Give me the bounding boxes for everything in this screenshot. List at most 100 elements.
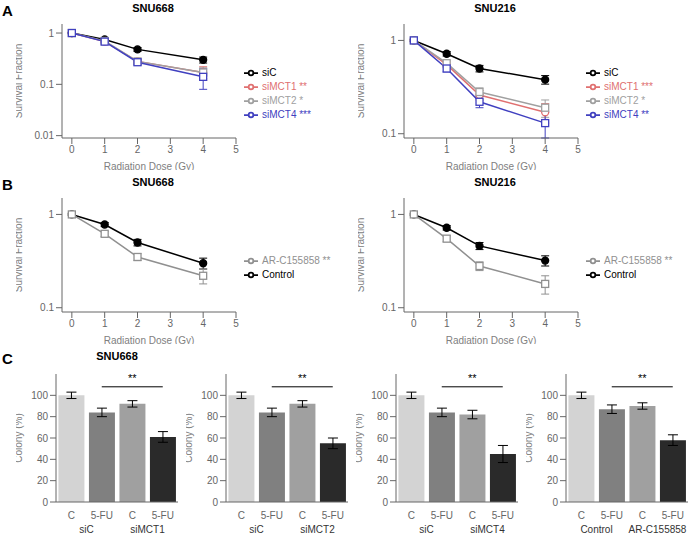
svg-text:5-FU: 5-FU xyxy=(662,510,684,521)
svg-text:Radiation Dose (Gy): Radiation Dose (Gy) xyxy=(104,161,195,170)
svg-text:100: 100 xyxy=(31,390,48,401)
svg-text:80: 80 xyxy=(207,411,219,422)
svg-text:C: C xyxy=(639,510,646,521)
svg-text:2: 2 xyxy=(477,318,483,329)
svg-text:4: 4 xyxy=(542,144,548,155)
svg-text:0: 0 xyxy=(411,318,417,329)
svg-text:Radiation Dose (Gy): Radiation Dose (Gy) xyxy=(446,161,537,170)
svg-text:5: 5 xyxy=(233,144,239,155)
svg-text:**: ** xyxy=(298,372,307,384)
html-text:SNU668: SNU668 xyxy=(132,2,174,14)
svg-text:0: 0 xyxy=(42,497,48,508)
svg-text:80: 80 xyxy=(547,411,559,422)
svg-text:C: C xyxy=(299,510,306,521)
svg-text:0.1: 0.1 xyxy=(40,302,54,313)
svg-text:100: 100 xyxy=(201,390,218,401)
svg-text:5: 5 xyxy=(575,318,581,329)
svg-text:100: 100 xyxy=(371,390,388,401)
svg-text:siC: siC xyxy=(249,524,263,535)
svg-text:20: 20 xyxy=(37,475,49,486)
svg-text:1: 1 xyxy=(444,318,450,329)
svg-text:Survival Fraction: Survival Fraction xyxy=(16,218,24,292)
svg-text:4: 4 xyxy=(200,318,206,329)
html-text:siC: siC xyxy=(262,66,277,78)
svg-text:1: 1 xyxy=(390,35,396,46)
svg-text:60: 60 xyxy=(37,433,49,444)
svg-text:0.1: 0.1 xyxy=(382,128,396,139)
svg-text:1: 1 xyxy=(444,144,450,155)
svg-text:AR-C155858: AR-C155858 xyxy=(629,524,687,535)
svg-text:5-FU: 5-FU xyxy=(322,510,344,521)
svg-text:1: 1 xyxy=(48,28,54,39)
svg-text:C: C xyxy=(238,510,245,521)
svg-text:2: 2 xyxy=(135,318,141,329)
svg-text:5-FU: 5-FU xyxy=(492,510,514,521)
svg-text:1: 1 xyxy=(102,144,108,155)
svg-text:0: 0 xyxy=(69,144,75,155)
svg-text:20: 20 xyxy=(377,475,389,486)
svg-text:60: 60 xyxy=(377,433,389,444)
svg-text:1: 1 xyxy=(48,209,54,220)
svg-text:80: 80 xyxy=(37,411,49,422)
svg-text:C: C xyxy=(68,510,75,521)
svg-text:2: 2 xyxy=(477,144,483,155)
svg-text:20: 20 xyxy=(547,475,559,486)
svg-text:40: 40 xyxy=(547,454,559,465)
svg-text:5: 5 xyxy=(575,144,581,155)
svg-text:5-FU: 5-FU xyxy=(601,510,623,521)
svg-text:0: 0 xyxy=(382,497,388,508)
svg-text:40: 40 xyxy=(207,454,219,465)
svg-text:60: 60 xyxy=(547,433,559,444)
svg-text:4: 4 xyxy=(200,144,206,155)
svg-text:siC: siC xyxy=(79,524,93,535)
svg-text:Colony (%): Colony (%) xyxy=(16,413,24,462)
svg-text:C: C xyxy=(408,510,415,521)
svg-text:5: 5 xyxy=(233,318,239,329)
svg-text:1: 1 xyxy=(390,209,396,220)
svg-text:Colony (%): Colony (%) xyxy=(356,413,364,462)
svg-text:0: 0 xyxy=(212,497,218,508)
svg-text:1: 1 xyxy=(102,318,108,329)
svg-text:40: 40 xyxy=(37,454,49,465)
svg-text:40: 40 xyxy=(377,454,389,465)
svg-text:Survival Fraction: Survival Fraction xyxy=(16,44,24,118)
svg-text:80: 80 xyxy=(377,411,389,422)
svg-text:Radiation Dose (Gy): Radiation Dose (Gy) xyxy=(104,335,195,344)
html-text:siMCT1 **: siMCT1 ** xyxy=(262,80,307,92)
svg-text:C: C xyxy=(129,510,136,521)
svg-text:60: 60 xyxy=(207,433,219,444)
svg-text:siMCT2: siMCT2 xyxy=(300,524,335,535)
svg-text:3: 3 xyxy=(168,318,174,329)
svg-text:20: 20 xyxy=(207,475,219,486)
svg-text:0.01: 0.01 xyxy=(35,130,55,141)
svg-text:0: 0 xyxy=(69,318,75,329)
svg-text:0: 0 xyxy=(411,144,417,155)
svg-text:Survival Fraction: Survival Fraction xyxy=(358,44,366,118)
svg-text:100: 100 xyxy=(541,390,558,401)
svg-text:5-FU: 5-FU xyxy=(261,510,283,521)
svg-text:Colony (%): Colony (%) xyxy=(186,413,194,462)
svg-text:Survival Fraction: Survival Fraction xyxy=(358,218,366,292)
svg-text:3: 3 xyxy=(168,144,174,155)
svg-text:3: 3 xyxy=(510,318,516,329)
svg-text:5-FU: 5-FU xyxy=(91,510,113,521)
svg-text:0.1: 0.1 xyxy=(40,79,54,90)
svg-text:0: 0 xyxy=(552,497,558,508)
svg-text:3: 3 xyxy=(510,144,516,155)
svg-text:0.1: 0.1 xyxy=(382,302,396,313)
svg-text:Colony (%): Colony (%) xyxy=(526,413,534,462)
svg-text:**: ** xyxy=(128,372,137,384)
svg-text:siMCT4: siMCT4 xyxy=(470,524,505,535)
svg-text:Radiation Dose (Gy): Radiation Dose (Gy) xyxy=(446,335,537,344)
svg-text:**: ** xyxy=(638,372,647,384)
svg-text:C: C xyxy=(469,510,476,521)
svg-text:4: 4 xyxy=(542,318,548,329)
svg-text:siMCT1: siMCT1 xyxy=(130,524,165,535)
svg-text:**: ** xyxy=(468,372,477,384)
svg-text:Control: Control xyxy=(580,524,612,535)
svg-text:2: 2 xyxy=(135,144,141,155)
svg-text:siC: siC xyxy=(419,524,433,535)
svg-text:5-FU: 5-FU xyxy=(431,510,453,521)
svg-text:5-FU: 5-FU xyxy=(152,510,174,521)
svg-text:C: C xyxy=(578,510,585,521)
